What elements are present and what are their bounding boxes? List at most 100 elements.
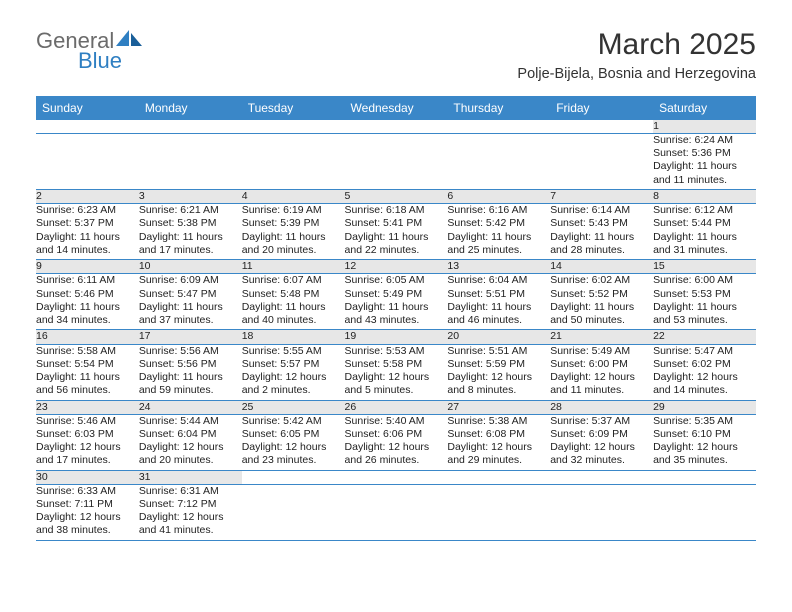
day-number — [447, 470, 550, 484]
day-number: 9 — [36, 260, 139, 274]
sunset-text: Sunset: 5:37 PM — [36, 217, 139, 230]
sunrise-text: Sunrise: 5:51 AM — [447, 345, 550, 358]
header: General Blue March 2025 Polje-Bijela, Bo… — [36, 28, 756, 82]
daylight-text: and 5 minutes. — [345, 384, 448, 397]
daylight-text: and 35 minutes. — [653, 454, 756, 467]
daylight-text: and 8 minutes. — [447, 384, 550, 397]
daylight-text: Daylight: 11 hours — [242, 301, 345, 314]
sunset-text: Sunset: 5:58 PM — [345, 358, 448, 371]
day-info: Sunrise: 5:53 AMSunset: 5:58 PMDaylight:… — [345, 344, 448, 400]
title-block: March 2025 Polje-Bijela, Bosnia and Herz… — [517, 28, 756, 82]
daylight-text: Daylight: 12 hours — [139, 441, 242, 454]
sunrise-text: Sunrise: 5:40 AM — [345, 415, 448, 428]
daylight-text: Daylight: 12 hours — [139, 511, 242, 524]
day-number: 21 — [550, 330, 653, 344]
day-info — [345, 134, 448, 190]
day-number: 25 — [242, 400, 345, 414]
sunset-text: Sunset: 5:39 PM — [242, 217, 345, 230]
day-info — [242, 134, 345, 190]
day-info: Sunrise: 5:55 AMSunset: 5:57 PMDaylight:… — [242, 344, 345, 400]
day-info: Sunrise: 6:00 AMSunset: 5:53 PMDaylight:… — [653, 274, 756, 330]
sunrise-text: Sunrise: 5:46 AM — [36, 415, 139, 428]
day-info: Sunrise: 6:23 AMSunset: 5:37 PMDaylight:… — [36, 204, 139, 260]
day-number — [345, 470, 448, 484]
daylight-text: and 22 minutes. — [345, 244, 448, 257]
daylight-text: and 26 minutes. — [345, 454, 448, 467]
day-info: Sunrise: 5:49 AMSunset: 6:00 PMDaylight:… — [550, 344, 653, 400]
sunrise-text: Sunrise: 5:58 AM — [36, 345, 139, 358]
day-info: Sunrise: 5:44 AMSunset: 6:04 PMDaylight:… — [139, 414, 242, 470]
day-number: 1 — [653, 120, 756, 134]
day-number: 17 — [139, 330, 242, 344]
daylight-text: Daylight: 11 hours — [139, 371, 242, 384]
sunset-text: Sunset: 5:43 PM — [550, 217, 653, 230]
sunrise-text: Sunrise: 6:19 AM — [242, 204, 345, 217]
daynum-row: 1 — [36, 120, 756, 134]
daylight-text: and 2 minutes. — [242, 384, 345, 397]
day-info: Sunrise: 5:35 AMSunset: 6:10 PMDaylight:… — [653, 414, 756, 470]
sunset-text: Sunset: 6:09 PM — [550, 428, 653, 441]
info-row: Sunrise: 5:58 AMSunset: 5:54 PMDaylight:… — [36, 344, 756, 400]
day-number — [242, 470, 345, 484]
day-info: Sunrise: 6:04 AMSunset: 5:51 PMDaylight:… — [447, 274, 550, 330]
day-info: Sunrise: 5:38 AMSunset: 6:08 PMDaylight:… — [447, 414, 550, 470]
daylight-text: and 17 minutes. — [36, 454, 139, 467]
sunrise-text: Sunrise: 5:47 AM — [653, 345, 756, 358]
day-info — [447, 134, 550, 190]
day-info: Sunrise: 5:40 AMSunset: 6:06 PMDaylight:… — [345, 414, 448, 470]
sunset-text: Sunset: 7:11 PM — [36, 498, 139, 511]
day-number: 16 — [36, 330, 139, 344]
month-title: March 2025 — [517, 28, 756, 62]
sunset-text: Sunset: 6:04 PM — [139, 428, 242, 441]
day-number: 11 — [242, 260, 345, 274]
sunrise-text: Sunrise: 6:24 AM — [653, 134, 756, 147]
sunset-text: Sunset: 5:56 PM — [139, 358, 242, 371]
daylight-text: and 25 minutes. — [447, 244, 550, 257]
day-info: Sunrise: 6:14 AMSunset: 5:43 PMDaylight:… — [550, 204, 653, 260]
sunrise-text: Sunrise: 5:37 AM — [550, 415, 653, 428]
brand-part2: Blue — [78, 48, 122, 74]
info-row: Sunrise: 6:23 AMSunset: 5:37 PMDaylight:… — [36, 204, 756, 260]
day-number: 23 — [36, 400, 139, 414]
daylight-text: Daylight: 12 hours — [550, 371, 653, 384]
day-info: Sunrise: 6:33 AMSunset: 7:11 PMDaylight:… — [36, 484, 139, 540]
day-info: Sunrise: 5:58 AMSunset: 5:54 PMDaylight:… — [36, 344, 139, 400]
day-info — [653, 484, 756, 540]
daylight-text: and 38 minutes. — [36, 524, 139, 537]
sunset-text: Sunset: 5:49 PM — [345, 288, 448, 301]
sunset-text: Sunset: 5:41 PM — [345, 217, 448, 230]
daynum-row: 3031 — [36, 470, 756, 484]
sunset-text: Sunset: 6:02 PM — [653, 358, 756, 371]
sunset-text: Sunset: 5:47 PM — [139, 288, 242, 301]
weekday-header: Friday — [550, 96, 653, 120]
sunset-text: Sunset: 6:00 PM — [550, 358, 653, 371]
daylight-text: and 31 minutes. — [653, 244, 756, 257]
day-info: Sunrise: 5:46 AMSunset: 6:03 PMDaylight:… — [36, 414, 139, 470]
day-info: Sunrise: 5:42 AMSunset: 6:05 PMDaylight:… — [242, 414, 345, 470]
day-info — [550, 134, 653, 190]
daynum-row: 2345678 — [36, 190, 756, 204]
day-info — [447, 484, 550, 540]
day-number: 14 — [550, 260, 653, 274]
daylight-text: and 11 minutes. — [550, 384, 653, 397]
sunrise-text: Sunrise: 6:11 AM — [36, 274, 139, 287]
daylight-text: Daylight: 12 hours — [242, 371, 345, 384]
day-info: Sunrise: 6:21 AMSunset: 5:38 PMDaylight:… — [139, 204, 242, 260]
sunrise-text: Sunrise: 6:09 AM — [139, 274, 242, 287]
day-number: 26 — [345, 400, 448, 414]
day-number: 31 — [139, 470, 242, 484]
day-number: 3 — [139, 190, 242, 204]
sunrise-text: Sunrise: 5:42 AM — [242, 415, 345, 428]
daylight-text: Daylight: 11 hours — [242, 231, 345, 244]
day-number — [139, 120, 242, 134]
weekday-header: Sunday — [36, 96, 139, 120]
daylight-text: Daylight: 12 hours — [345, 371, 448, 384]
day-number: 5 — [345, 190, 448, 204]
sunrise-text: Sunrise: 6:12 AM — [653, 204, 756, 217]
day-info: Sunrise: 5:51 AMSunset: 5:59 PMDaylight:… — [447, 344, 550, 400]
day-number — [447, 120, 550, 134]
sunset-text: Sunset: 5:42 PM — [447, 217, 550, 230]
info-row: Sunrise: 6:24 AMSunset: 5:36 PMDaylight:… — [36, 134, 756, 190]
day-number: 7 — [550, 190, 653, 204]
sunrise-text: Sunrise: 6:05 AM — [345, 274, 448, 287]
